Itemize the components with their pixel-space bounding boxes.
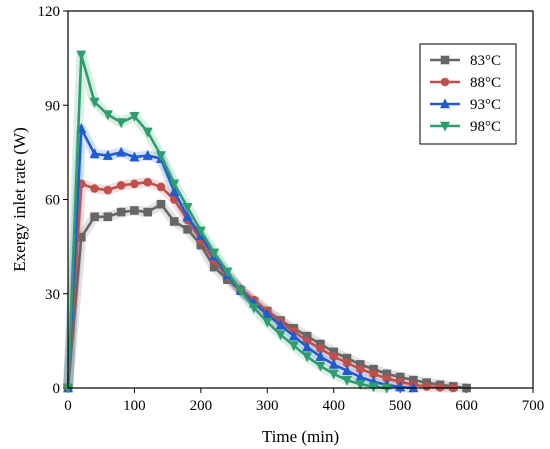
series-line-3 <box>66 127 414 390</box>
legend-item: 93°C <box>430 97 501 113</box>
legend-label: 98°C <box>470 119 501 135</box>
legend-label: 93°C <box>470 97 501 113</box>
data-point <box>156 199 166 209</box>
data-point <box>103 185 113 195</box>
data-point <box>288 341 299 352</box>
data-point <box>129 151 140 162</box>
data-point <box>156 182 166 192</box>
y-tick-label: 30 <box>45 287 60 303</box>
series-band-4 <box>63 49 388 393</box>
data-point <box>328 369 339 380</box>
data-point <box>182 211 193 222</box>
data-point <box>395 381 406 392</box>
data-point <box>116 181 126 190</box>
data-point <box>89 148 100 159</box>
series-band-3 <box>63 123 414 393</box>
data-point <box>102 149 113 160</box>
legend: 83°C 88°C 93°C 98°C <box>419 43 517 145</box>
y-tick-label: 0 <box>53 381 61 397</box>
data-point <box>142 127 153 138</box>
series-band-1 <box>63 199 468 393</box>
data-point <box>368 382 379 393</box>
data-point <box>116 146 127 157</box>
data-point <box>169 179 180 190</box>
legend-marker <box>440 55 450 65</box>
data-point <box>103 212 113 222</box>
data-point <box>102 110 113 121</box>
x-tick-label: 0 <box>64 398 72 414</box>
axes-layer: 0 100 200 300 400 500 600 700 0 30 60 90 120 <box>38 4 545 414</box>
data-point <box>328 358 339 369</box>
series-3 <box>63 123 419 393</box>
legend-marker <box>440 77 450 87</box>
series-shadow-layer <box>63 49 468 393</box>
data-point <box>262 317 273 328</box>
data-point <box>116 118 127 129</box>
data-point <box>302 352 313 363</box>
data-point <box>76 50 87 61</box>
x-tick-label: 400 <box>322 398 345 414</box>
data-point <box>89 97 100 108</box>
plot-frame <box>67 10 534 389</box>
data-point <box>129 111 140 122</box>
y-tick-label: 60 <box>45 193 60 209</box>
data-point <box>288 330 299 341</box>
data-point <box>249 303 259 314</box>
series-layer <box>63 50 471 394</box>
data-point <box>156 151 166 162</box>
x-tick-label: 700 <box>522 398 545 414</box>
x-tick-label: 500 <box>389 398 412 414</box>
data-point <box>342 375 352 386</box>
data-point <box>222 267 233 278</box>
legend-marker <box>440 98 450 109</box>
data-point <box>435 383 445 392</box>
y-axis-title: Exergy inlet rate (W) <box>10 127 29 272</box>
legend-item: 83°C <box>430 53 501 69</box>
series-1 <box>63 199 471 393</box>
data-point <box>302 341 313 352</box>
series-line-4 <box>66 53 387 390</box>
series-line-1 <box>66 202 467 390</box>
y-tick-label: 90 <box>45 98 60 114</box>
data-point <box>116 207 126 217</box>
data-point <box>169 217 179 226</box>
data-point <box>342 365 352 376</box>
data-point <box>169 185 180 196</box>
data-point <box>143 177 153 187</box>
data-point <box>182 203 193 214</box>
data-point <box>422 382 432 391</box>
data-point <box>90 184 99 193</box>
data-point <box>209 248 220 259</box>
data-point <box>355 379 366 390</box>
legend-label: 88°C <box>470 75 501 91</box>
data-point <box>235 286 246 297</box>
x-tick-label: 600 <box>455 398 478 414</box>
y-tick-label: 120 <box>38 4 61 20</box>
x-axis-title: Time (min) <box>262 427 339 446</box>
legend-marker <box>440 121 450 132</box>
data-point <box>275 319 286 330</box>
legend-item: 88°C <box>430 75 501 91</box>
data-point <box>315 361 326 372</box>
data-point <box>130 206 139 215</box>
series-4 <box>63 50 392 394</box>
data-point <box>195 226 206 237</box>
data-point <box>90 212 99 222</box>
legend-label: 83°C <box>470 53 501 69</box>
legend-item: 98°C <box>430 119 501 135</box>
data-point <box>130 179 139 189</box>
data-point <box>143 207 153 217</box>
x-tick-label: 300 <box>256 398 279 414</box>
data-point <box>183 225 192 234</box>
x-tick-label: 200 <box>190 398 213 414</box>
data-point <box>315 350 326 361</box>
data-point <box>142 149 153 160</box>
x-tick-label: 100 <box>123 398 146 414</box>
data-point <box>275 330 286 341</box>
